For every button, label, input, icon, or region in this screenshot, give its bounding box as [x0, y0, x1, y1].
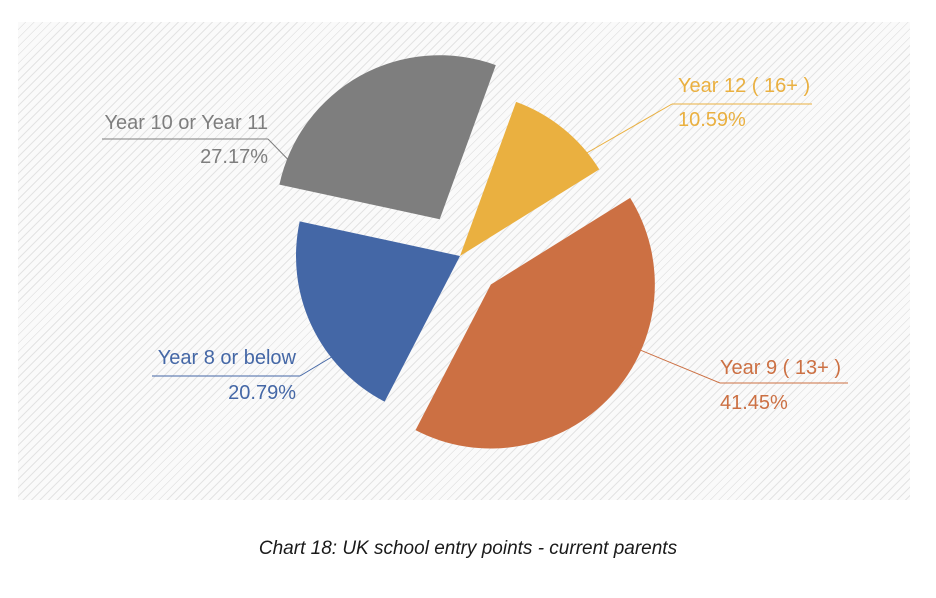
slice-label-year-8-or-below: Year 8 or below	[158, 347, 297, 369]
slice-label-year-9-13: Year 9 ( 13+ )	[720, 357, 841, 379]
slice-label-year-10-or-year-11: Year 10 or Year 11	[105, 112, 268, 134]
leader-line-year-12-16	[577, 103, 673, 159]
leader-line-year-8-or-below	[299, 351, 341, 377]
slice-value-year-8-or-below: 20.79%	[228, 382, 296, 404]
pie-slice-year-8-or-below	[296, 221, 460, 402]
pie-slice-year-9-13	[415, 197, 655, 449]
pie-slices	[279, 55, 655, 449]
leader-line-year-9-13	[627, 344, 721, 384]
pie-slice-year-10-or-year-11	[279, 55, 496, 220]
slice-label-year-12-16: Year 12 ( 16+ )	[678, 75, 810, 97]
chart-caption: Chart 18: UK school entry points - curre…	[258, 538, 678, 559]
slice-value-year-9-13: 41.45%	[720, 392, 788, 414]
leader-line-year-10-or-year-11	[267, 138, 307, 179]
slice-value-year-12-16: 10.59%	[678, 109, 746, 131]
label-leader-lines	[102, 103, 848, 384]
slice-labels: Year 12 ( 16+ ) 10.59% Year 9 ( 13+ ) 41.45…	[105, 75, 842, 414]
slice-value-year-10-or-year-11: 27.17%	[200, 146, 268, 168]
pie-slice-year-12-16	[460, 101, 600, 256]
